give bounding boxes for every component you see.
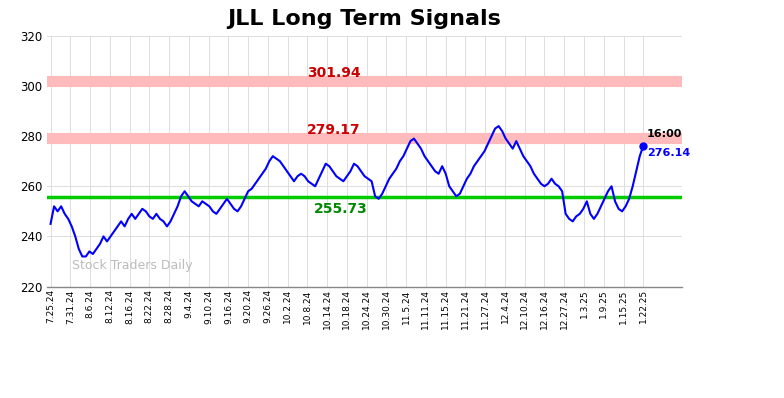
Text: 255.73: 255.73: [314, 202, 368, 216]
Text: Stock Traders Daily: Stock Traders Daily: [72, 259, 193, 272]
Title: JLL Long Term Signals: JLL Long Term Signals: [227, 9, 502, 29]
Text: 276.14: 276.14: [647, 148, 690, 158]
Text: 301.94: 301.94: [307, 66, 361, 80]
Text: 16:00: 16:00: [647, 129, 682, 139]
Text: 279.17: 279.17: [307, 123, 361, 137]
